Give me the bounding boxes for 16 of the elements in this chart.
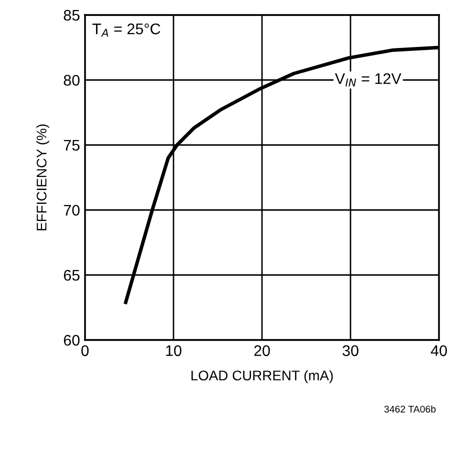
x-tick-label: 20 bbox=[254, 345, 270, 356]
annotation: V$_{IN}$ = 12V bbox=[334, 73, 402, 86]
x-axis-title: LOAD CURRENT (mA) bbox=[192, 370, 333, 384]
x-tick-label: 0 bbox=[81, 345, 89, 356]
x-tick-label: 30 bbox=[342, 345, 358, 356]
annotation: T$_{A}$ = 25°C bbox=[92, 24, 160, 37]
y-tick-label: 65 bbox=[64, 270, 80, 281]
y-tick-label: 75 bbox=[64, 140, 80, 151]
y-tick-label: 85 bbox=[64, 10, 80, 21]
x-tick-label: 40 bbox=[430, 345, 447, 356]
y-tick-label: 70 bbox=[64, 204, 80, 216]
y-tick-label: 80 bbox=[64, 74, 80, 86]
x-tick-label: 10 bbox=[166, 345, 182, 356]
y-axis-title: EFFICIENCY (%) bbox=[36, 124, 50, 230]
text: 3462 TA06b bbox=[384, 405, 436, 413]
y-tick-label: 60 bbox=[64, 334, 80, 346]
